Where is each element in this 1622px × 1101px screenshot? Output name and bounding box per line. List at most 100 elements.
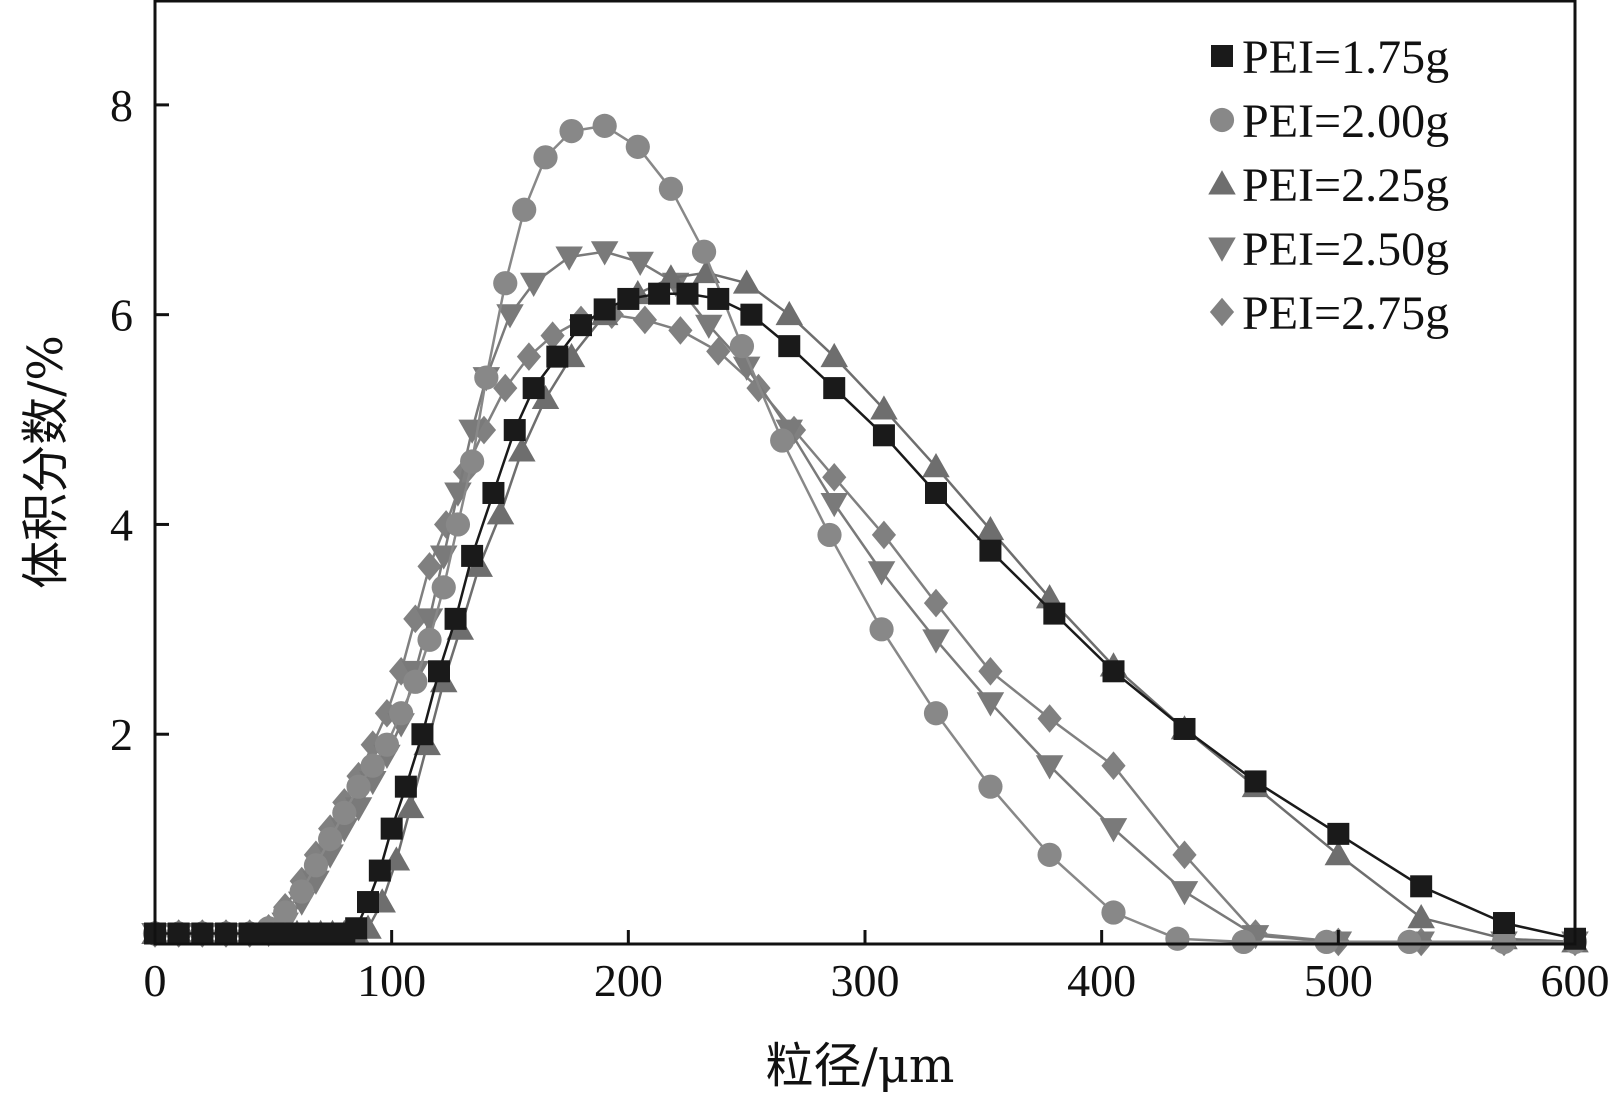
data-point-PEI=2.00g-128 [445,512,471,537]
data-point-PEI=2.25g-250 [732,269,761,294]
x-tick-label-300: 300 [831,955,900,1006]
data-point-PEI=2.00g-74 [318,827,343,852]
data-point-PEI=2.00g-353 [978,774,1003,799]
x-tick-label-400: 400 [1067,955,1136,1006]
data-point-PEI=2.00g-98 [374,732,400,757]
data-point-PEI=2.00g-92 [360,753,385,778]
data-point-PEI=1.75g-120 [428,660,450,683]
data-point-PEI=2.00g-570 [1491,929,1517,955]
data-point-PEI=2.00g-248 [729,334,755,359]
legend-marker-PEI=2.00g [1209,107,1235,133]
data-point-PEI=2.50g-250 [732,356,761,381]
data-point-PEI=2.75g-435 [1172,840,1197,870]
data-point-PEI=2.75g-158 [516,342,542,371]
data-point-PEI=2.00g-62 [289,879,314,904]
data-point-PEI=2.00g-176 [559,119,584,144]
y-axis-title: 体积分数/% [18,335,74,589]
x-tick-label-100: 100 [357,955,426,1006]
data-point-PEI=1.75g-95 [368,859,391,882]
data-point-PEI=1.75g-353 [979,539,1002,562]
legend-marker-PEI=2.75g [1209,297,1235,327]
data-point-PEI=1.75g-113 [411,723,434,746]
data-point-PEI=2.25g-165 [531,384,560,410]
data-point-PEI=1.75g-106 [394,775,417,798]
legend-marker-PEI=2.50g [1208,237,1236,262]
legend-label-PEI=1.75g: PEI=1.75g [1242,31,1449,84]
data-point-PEI=2.25g-287 [820,342,848,368]
data-point-PEI=2.50g-330 [922,629,950,654]
data-point-PEI=2.00g-232 [691,239,717,264]
data-point-PEI=1.75g-308 [872,424,895,447]
data-point-PEI=2.75g-353 [978,656,1003,686]
data-point-PEI=1.75g-30 [215,922,237,945]
legend: PEI=1.75g PEI=2.00g PEI=2.25g PEI=2.50g PEI=… [1208,31,1449,340]
data-point-PEI=1.75g-90 [357,891,379,914]
data-point-PEI=2.00g-265 [770,428,795,453]
data-point-PEI=1.75g-380 [1043,602,1066,625]
data-point-PEI=2.00g-378 [1037,842,1062,867]
y-tick-label-4: 4 [110,499,133,550]
data-point-PEI=2.75g-308 [871,520,897,550]
data-point-PEI=1.75g-330 [925,481,947,504]
data-point-PEI=2.00g-80 [332,800,357,825]
data-point-PEI=1.75g-160 [522,377,545,400]
data-point-PEI=1.75g-252 [740,303,763,326]
data-point-PEI=1.75g-225 [676,282,699,305]
data-point-PEI=2.50g-205 [626,251,654,276]
data-point-PEI=2.50g-190 [590,241,619,266]
data-point-PEI=1.75g-238 [707,287,730,310]
data-point-PEI=2.75g-116 [417,552,442,581]
data-point-PEI=2.00g-104 [389,701,414,726]
data-point-PEI=2.75g-222 [668,316,693,345]
data-point-PEI=1.75g-200 [617,287,640,310]
data-point-PEI=2.00g-190 [592,113,617,138]
y-tick-label-2: 2 [110,709,133,760]
x-tick-label-0: 0 [144,955,167,1006]
data-point-PEI=2.75g-287 [822,462,847,492]
y-tick-label-6: 6 [110,290,133,341]
data-point-PEI=1.75g-570 [1493,912,1515,935]
data-point-PEI=2.50g-86 [344,797,373,822]
data-point-PEI=2.00g-86 [346,774,371,799]
legend-label-PEI=2.50g: PEI=2.50g [1242,223,1449,276]
data-point-PEI=1.75g-127 [444,607,467,630]
legend-label-PEI=2.00g: PEI=2.00g [1242,95,1449,148]
data-point-PEI=2.50g-160 [519,272,548,297]
data-point-PEI=1.75g-435 [1173,717,1196,740]
y-tick-label-8: 8 [110,80,133,131]
data-point-PEI=2.00g-218 [658,176,684,201]
data-point-PEI=2.00g-204 [625,134,650,159]
data-point-PEI=2.00g-330 [923,701,949,726]
series-PEI=1.75g [144,282,1586,950]
data-point-PEI=2.00g-530 [1397,929,1422,955]
data-point-PEI=1.75g-20 [191,922,214,945]
x-axis-title: 粒径/μm [766,1038,955,1094]
data-point-PEI=2.00g-140 [474,365,499,390]
data-point-PEI=2.25g-108 [396,793,425,819]
data-point-PEI=2.00g-122 [431,575,456,600]
data-point-PEI=2.00g-405 [1101,900,1126,925]
x-tick-label-600: 600 [1541,955,1610,1006]
data-point-PEI=2.00g-495 [1314,929,1339,955]
data-point-PEI=2.75g-148 [493,373,518,403]
data-point-PEI=1.75g-85 [345,917,368,940]
x-tick-label-200: 200 [594,955,663,1006]
data-point-PEI=1.75g-10 [167,922,190,945]
data-point-PEI=2.00g-307 [869,617,894,642]
data-point-PEI=2.00g-116 [417,627,442,652]
data-point-PEI=2.00g-285 [817,522,842,548]
data-point-PEI=1.75g-268 [778,335,801,358]
data-point-PEI=2.50g-353 [976,692,1005,717]
data-point-PEI=1.75g-152 [503,419,526,442]
data-point-PEI=1.75g-465 [1244,770,1267,793]
legend-label-PEI=2.75g: PEI=2.75g [1242,287,1449,340]
data-point-PEI=1.75g-287 [823,377,846,400]
data-point-PEI=2.75g-238 [706,337,731,366]
legend-label-PEI=2.25g: PEI=2.25g [1242,159,1449,212]
data-point-PEI=2.75g-168 [540,321,565,350]
data-point-PEI=2.00g-110 [403,669,428,694]
data-point-PEI=2.25g-155 [508,437,536,462]
data-point-PEI=2.25g-268 [775,300,804,326]
data-point-PEI=2.50g-175 [555,246,583,271]
data-point-PEI=2.50g-234 [695,314,723,339]
